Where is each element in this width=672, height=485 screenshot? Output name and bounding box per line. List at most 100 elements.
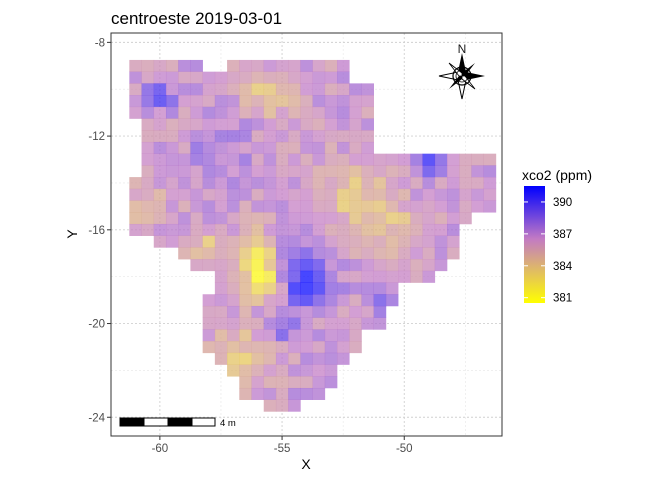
heatmap-cell [153, 165, 167, 178]
heatmap-cell [190, 177, 203, 190]
heatmap-cell [202, 188, 216, 201]
heatmap-cell [288, 153, 301, 166]
heatmap-cell [349, 270, 362, 283]
heatmap-cell [153, 223, 167, 236]
heatmap-cell [165, 118, 179, 131]
heatmap-cell [483, 165, 497, 178]
heatmap-cell [337, 95, 350, 108]
heatmap-cell [263, 282, 277, 295]
heatmap-cell [227, 118, 240, 131]
heatmap-cell [202, 294, 216, 307]
heatmap-cell [324, 95, 338, 108]
heatmap-cell [337, 270, 350, 283]
heatmap-cell [361, 106, 374, 119]
heatmap-cell [239, 83, 252, 96]
heatmap-cell [227, 71, 240, 84]
heatmap-cell [153, 153, 167, 166]
heatmap-cell [349, 177, 362, 190]
heatmap-cell [202, 165, 216, 178]
x-tick-label: -55 [274, 443, 291, 455]
heatmap-cell [300, 141, 313, 154]
heatmap-cell [202, 106, 216, 119]
heatmap-cell [190, 71, 203, 84]
heatmap-cell [129, 188, 142, 201]
heatmap-cell [190, 106, 203, 119]
heatmap-cell [300, 376, 313, 389]
heatmap-cell [324, 282, 338, 295]
heatmap-cell [288, 71, 301, 84]
heatmap-cell [214, 165, 228, 178]
heatmap-cell [337, 305, 350, 318]
legend-ticks: 381 384 387 390 [524, 197, 573, 305]
heatmap-cell [410, 177, 423, 190]
heatmap-cell [214, 212, 228, 225]
heatmap-cell [190, 95, 203, 108]
heatmap-cell [275, 247, 289, 260]
heatmap-cell [471, 200, 484, 213]
heatmap-cell [434, 177, 448, 190]
heatmap-cell [141, 118, 155, 131]
heatmap-cell [434, 188, 448, 201]
heatmap-cell [349, 118, 362, 131]
heatmap-cell [227, 153, 240, 166]
heatmap-cell [275, 317, 289, 330]
y-tick-label: -20 [88, 319, 105, 331]
heatmap-cell [263, 106, 277, 119]
heatmap-cell [337, 259, 350, 272]
y-tick-label: -8 [95, 37, 105, 49]
heatmap-cell [251, 235, 265, 248]
heatmap-cell [349, 294, 362, 307]
heatmap-cell [337, 188, 350, 201]
heatmap-cell [337, 141, 350, 154]
heatmap-cell [349, 282, 362, 295]
heatmap-cell [165, 59, 179, 72]
heatmap-cell [275, 200, 289, 213]
heatmap-cell [178, 71, 191, 84]
heatmap-cell [337, 247, 350, 260]
heatmap-cell [434, 223, 448, 236]
heatmap-cell [263, 387, 277, 400]
heatmap-cell [288, 329, 301, 342]
heatmap-cell [239, 95, 252, 108]
heatmap-cell [239, 106, 252, 119]
heatmap-cell [447, 153, 460, 166]
heatmap-cell [373, 188, 387, 201]
legend-colorbar [524, 186, 545, 303]
heatmap-cell [251, 59, 265, 72]
heatmap-cell [263, 212, 277, 225]
heatmap-cell [227, 341, 240, 354]
heatmap-cell [190, 212, 203, 225]
heatmap-cell [165, 177, 179, 190]
heatmap-cell [459, 212, 472, 225]
heatmap-cell [214, 282, 228, 295]
heatmap-cell [337, 106, 350, 119]
heatmap-cell [288, 106, 301, 119]
heatmap-cell [202, 329, 216, 342]
heatmap-cell [361, 305, 374, 318]
heatmap-cell [483, 188, 497, 201]
heatmap-cell [385, 188, 399, 201]
heatmap-cell [349, 141, 362, 154]
heatmap-cell [227, 59, 240, 72]
heatmap-cell [361, 235, 374, 248]
heatmap-cell [227, 130, 240, 143]
heatmap-cell [300, 95, 313, 108]
heatmap-cell [300, 177, 313, 190]
heatmap-cell [227, 106, 240, 119]
heatmap-cell [459, 188, 472, 201]
heatmap-cell [288, 317, 301, 330]
heatmap-cell [300, 212, 313, 225]
heatmap-cell [275, 341, 289, 354]
heatmap-cell [263, 165, 277, 178]
heatmap-cell [312, 364, 326, 377]
heatmap-cell [129, 59, 142, 72]
heatmap-cell [361, 212, 374, 225]
heatmap-cell [349, 305, 362, 318]
heatmap-cell [324, 223, 338, 236]
heatmap-cell [349, 188, 362, 201]
heatmap-cell [288, 83, 301, 96]
heatmap-cell [349, 165, 362, 178]
heatmap-cell [385, 294, 399, 307]
heatmap-cell [178, 153, 191, 166]
heatmap-cell [227, 200, 240, 213]
